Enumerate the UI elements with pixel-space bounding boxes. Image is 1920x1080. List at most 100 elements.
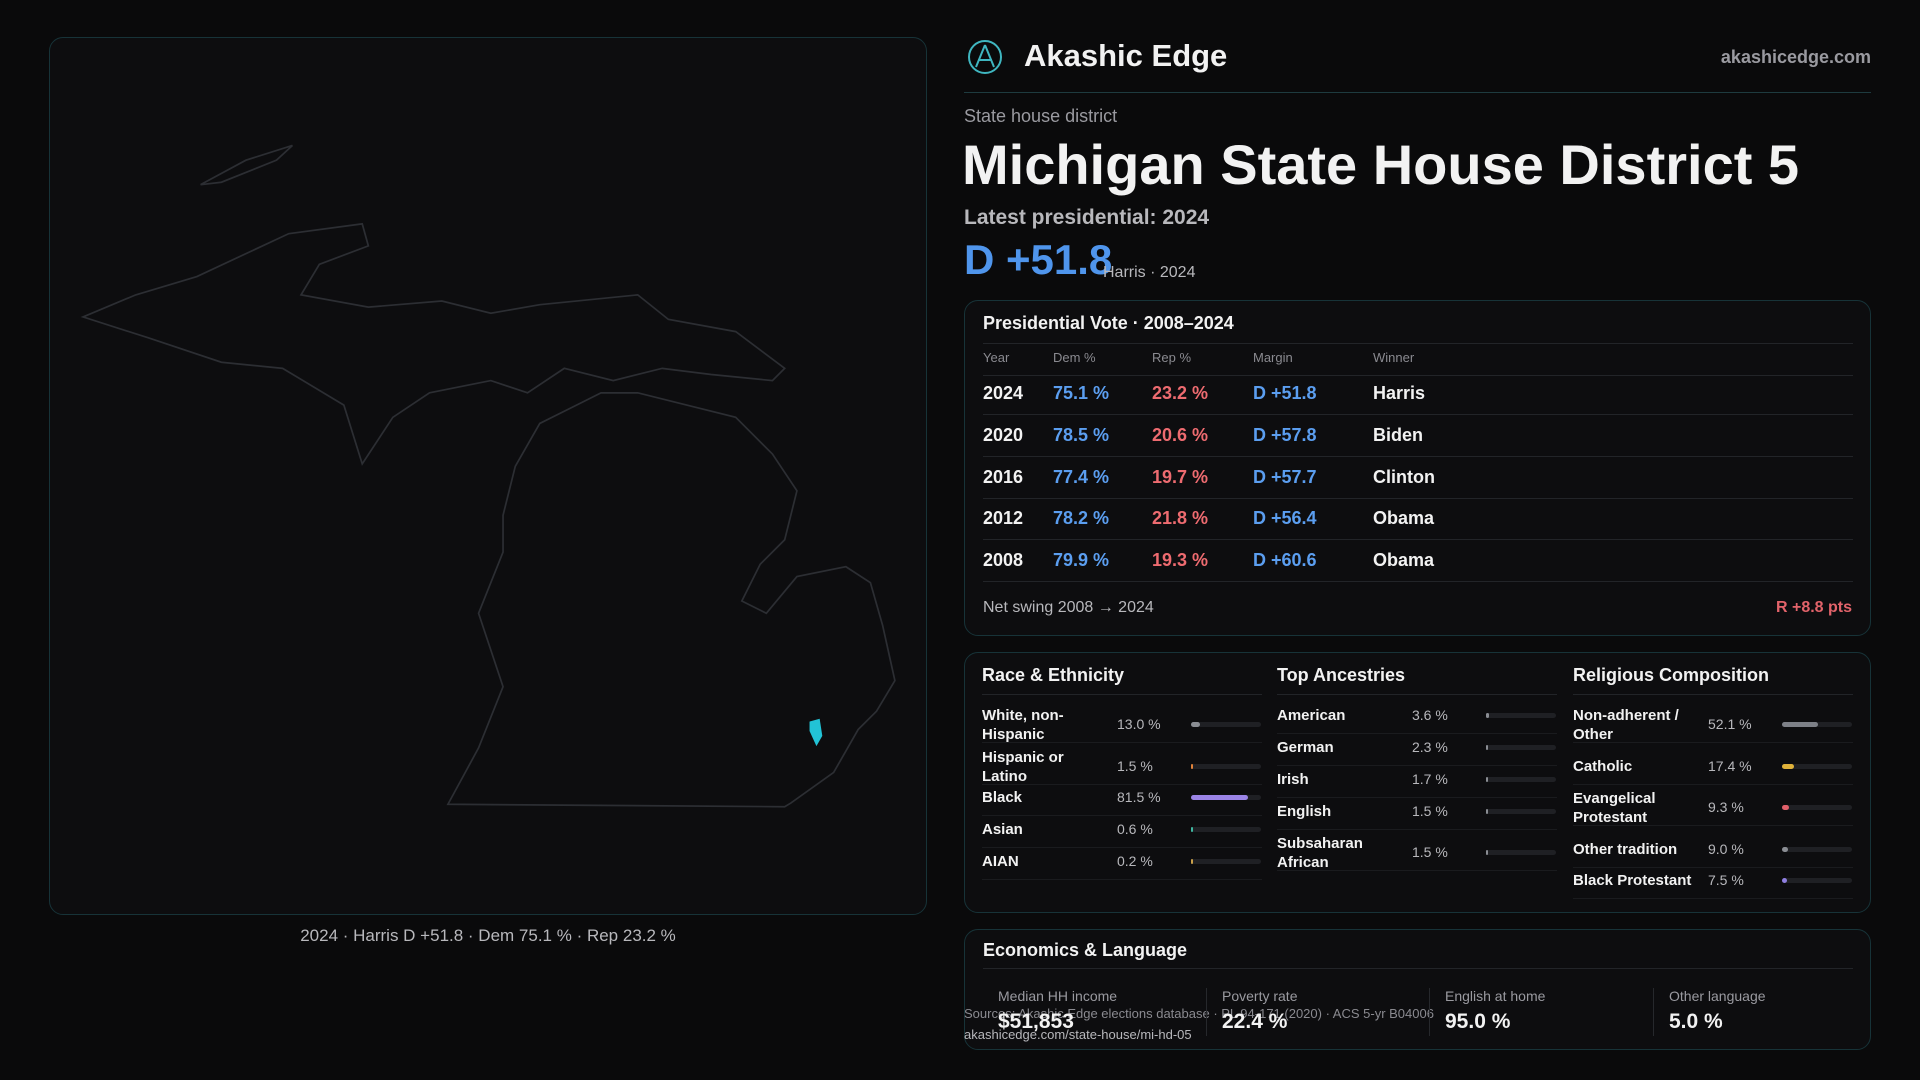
bar — [1191, 795, 1249, 800]
row-value: 17.4 % — [1708, 758, 1752, 774]
bar — [1782, 847, 1789, 852]
table-rule — [983, 539, 1853, 541]
row-rule — [1277, 765, 1557, 766]
row-value: 1.5 % — [1412, 844, 1448, 860]
column-header: Year — [983, 350, 1010, 365]
stat-divider — [1653, 988, 1654, 1036]
row-rule — [1277, 733, 1557, 734]
row-label: American — [1277, 707, 1346, 724]
map-panel — [49, 37, 927, 915]
bar-track — [1486, 809, 1556, 814]
table-rule — [983, 343, 1853, 344]
row-label: White, non-Hispanic — [982, 707, 1064, 743]
bar — [1191, 859, 1193, 864]
table-rule — [983, 581, 1853, 583]
table-cell: D +57.8 — [1253, 424, 1317, 445]
economics-title: Economics & Language — [983, 940, 1188, 960]
bar-track — [1191, 827, 1261, 832]
row-label: AIAN — [982, 853, 1019, 870]
row-rule — [1277, 797, 1557, 798]
table-cell: 19.3 % — [1152, 550, 1209, 571]
brand: Akashic Edge — [1024, 38, 1228, 73]
row-label: Black Protestant — [1573, 872, 1692, 889]
bar-track — [1191, 722, 1261, 727]
table-cell: 2024 — [983, 383, 1024, 403]
bar — [1486, 777, 1488, 782]
bar — [1486, 809, 1488, 814]
table-cell: Obama — [1373, 508, 1435, 529]
stat-label: English at home — [1445, 988, 1546, 1004]
table-cell: Clinton — [1373, 466, 1435, 487]
group-title: Top Ancestries — [1277, 665, 1406, 685]
row-rule — [1573, 825, 1853, 826]
row-value: 52.1 % — [1708, 716, 1752, 732]
stat-divider — [1206, 988, 1207, 1036]
bar-track — [1486, 713, 1556, 718]
upper-peninsula — [80, 222, 786, 466]
table-cell: 77.4 % — [1053, 466, 1110, 487]
bar-track — [1782, 805, 1852, 810]
row-label: Hispanic or Latino — [982, 749, 1064, 785]
table-cell: D +51.8 — [1253, 383, 1317, 403]
logo — [968, 40, 1002, 74]
row-value: 0.2 % — [1117, 853, 1153, 869]
row-value: 1.5 % — [1412, 803, 1448, 819]
row-rule — [982, 815, 1262, 816]
bar — [1782, 878, 1788, 883]
row-value: 0.6 % — [1117, 821, 1153, 837]
row-label: Catholic — [1573, 758, 1633, 775]
column-header: Winner — [1373, 350, 1415, 365]
stat-label: Other language — [1669, 988, 1766, 1004]
kicker: State house district — [964, 106, 1118, 126]
stat-value: 5.0 % — [1669, 1010, 1723, 1033]
table-cell: D +56.4 — [1253, 508, 1317, 529]
stat-divider — [1429, 988, 1430, 1036]
bar — [1191, 722, 1201, 727]
group-title: Religious Composition — [1573, 665, 1769, 685]
margin: D +51.8 — [964, 236, 1113, 283]
economics-panel — [964, 929, 1871, 1050]
stat-value: 95.0 % — [1445, 1010, 1511, 1033]
table-cell: 75.1 % — [1053, 383, 1110, 403]
map — [80, 144, 896, 808]
row-label: Subsaharan African — [1277, 835, 1363, 871]
lower-peninsula — [446, 391, 896, 808]
table-cell: 2020 — [983, 424, 1024, 445]
row-rule — [982, 784, 1262, 785]
bar-track — [1191, 859, 1261, 864]
swing: R +8.8 pts — [1775, 599, 1852, 616]
table-cell: Harris — [1373, 383, 1426, 403]
group-rule — [982, 694, 1262, 695]
table-cell: 79.9 % — [1053, 550, 1110, 571]
table-cell: 2012 — [983, 508, 1024, 529]
column-header: Rep % — [1152, 350, 1192, 365]
bar-track — [1782, 764, 1852, 769]
row-label: German — [1277, 739, 1334, 756]
map-caption: 2024 · Harris D +51.8 · Dem 75.1 % · Rep… — [300, 926, 676, 945]
bar-track — [1486, 850, 1556, 855]
row-label: Black — [982, 789, 1023, 806]
bar-track — [1486, 745, 1556, 750]
row-rule — [1277, 870, 1557, 871]
bar — [1191, 764, 1193, 769]
stat-value: $51,853 — [998, 1010, 1074, 1033]
table-cell: D +57.7 — [1253, 466, 1317, 487]
row-rule — [982, 879, 1262, 880]
group-rule — [1277, 694, 1557, 695]
row-rule — [982, 847, 1262, 848]
bar — [1782, 764, 1795, 769]
row-label: Other tradition — [1573, 841, 1678, 858]
row-value: 7.5 % — [1708, 872, 1744, 888]
presidential-title: Presidential Vote · 2008–2024 — [983, 313, 1234, 333]
bar — [1191, 827, 1193, 832]
stat-value: 22.4 % — [1222, 1010, 1288, 1033]
table-cell: 21.8 % — [1152, 508, 1209, 529]
stat-label: Median HH income — [998, 988, 1118, 1004]
swing-label: Net swing 2008 → 2024 — [983, 599, 1154, 616]
bar-track — [1191, 764, 1261, 769]
url: akashicedge.com/state-house/mi-hd-05 — [964, 1027, 1192, 1042]
group-title: Race & Ethnicity — [982, 665, 1125, 685]
stat-label: Poverty rate — [1222, 988, 1298, 1004]
table-cell: 23.2 % — [1152, 383, 1209, 403]
